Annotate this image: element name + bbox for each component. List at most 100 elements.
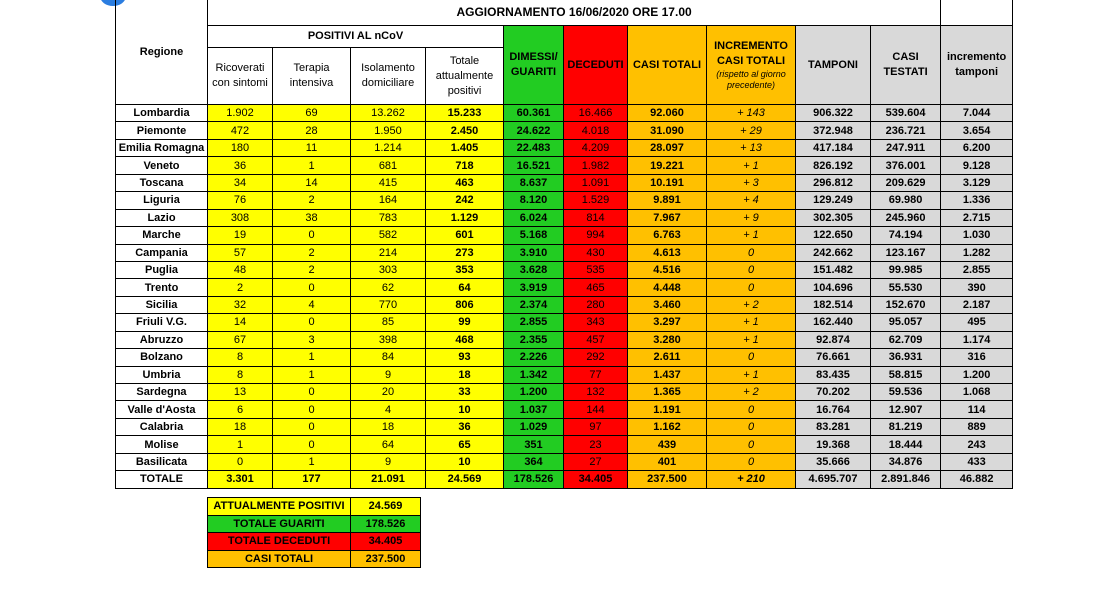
cell: 0: [207, 452, 273, 472]
cell: 34.876: [869, 452, 942, 472]
cell: 242: [425, 191, 504, 210]
cell: 273: [425, 243, 504, 262]
cell: 1: [272, 348, 351, 367]
cell: + 9: [706, 208, 796, 228]
cell: 3.297: [627, 313, 707, 332]
cell: 23: [563, 435, 628, 454]
total-cell: + 210: [706, 470, 796, 489]
cell: 10.191: [627, 173, 707, 193]
cell: 2.450: [425, 121, 504, 140]
cell: 64: [425, 278, 504, 297]
region-name: Veneto: [115, 156, 208, 175]
region-name: Marche: [115, 226, 208, 245]
cell: 2.187: [940, 295, 1014, 315]
total-cell: 21.091: [350, 470, 426, 489]
cell: 539.604: [869, 103, 942, 123]
cell: 3.919: [503, 278, 564, 297]
header-blank: [940, 0, 1014, 26]
cell: 6.200: [940, 138, 1014, 158]
cell: 3: [272, 330, 351, 350]
cell: 0: [272, 382, 351, 402]
cell: 6.763: [627, 226, 707, 245]
table-row: Campania 57 2 214 273 3.910 430 4.613 0 242.662 12…: [115, 243, 1014, 262]
region-name: Lazio: [115, 208, 208, 228]
cell: 62: [350, 278, 426, 297]
header-cell: CASI TOTALI: [627, 25, 707, 105]
table-row: Veneto 36 1 681 718 16.521 1.982 19.221 + 1 826.1…: [115, 156, 1014, 175]
cell: 65: [425, 435, 504, 454]
cell: 16.764: [795, 400, 871, 419]
cell: 152.670: [869, 295, 942, 315]
cell: 495: [940, 313, 1014, 332]
table-row: Emilia Romagna 180 11 1.214 1.405 22.483 4.209…: [115, 138, 1014, 158]
cell: 9: [350, 452, 426, 472]
cell: 681: [350, 156, 426, 175]
cell: 18: [207, 417, 273, 437]
cell: 214: [350, 243, 426, 262]
cell: 2.226: [503, 348, 564, 367]
cell: + 29: [706, 121, 796, 140]
cell: 144: [563, 400, 628, 419]
cell: 13.262: [350, 103, 426, 123]
cell: 308: [207, 208, 273, 228]
cell: 0: [706, 348, 796, 367]
cell: 12.907: [869, 400, 942, 419]
cell: 55.530: [869, 278, 942, 297]
cell: + 2: [706, 382, 796, 402]
cell: 2.715: [940, 208, 1014, 228]
cell: 8.120: [503, 191, 564, 210]
summary-value: 178.526: [350, 514, 421, 533]
cell: 433: [940, 452, 1014, 472]
cell: 33: [425, 382, 504, 402]
summary-label: TOTALE DECEDUTI: [207, 532, 351, 551]
cell: 0: [706, 417, 796, 437]
region-name: Abruzzo: [115, 330, 208, 350]
cell: 2.355: [503, 330, 564, 350]
cell: 242.662: [795, 243, 871, 262]
table-row: Puglia 48 2 303 353 3.628 535 4.516 0 151.482 99.9…: [115, 260, 1014, 280]
cell: 59.536: [869, 382, 942, 402]
cell: 162.440: [795, 313, 871, 332]
region-name: Piemonte: [115, 121, 208, 140]
cell: 20: [350, 382, 426, 402]
cell: 67: [207, 330, 273, 350]
table-row: Basilicata 0 1 9 10 364 27 401 0 35.666 34.876 433: [115, 452, 1014, 472]
cell: 1.214: [350, 138, 426, 158]
cell: 302.305: [795, 208, 871, 228]
region-name: Bolzano: [115, 348, 208, 367]
header-cell: Terapia intensiva: [272, 47, 351, 105]
cell: 74.194: [869, 226, 942, 245]
summary-value: 237.500: [350, 549, 421, 568]
cell: 582: [350, 226, 426, 245]
cell: 69: [272, 103, 351, 123]
cell: 463: [425, 173, 504, 193]
cell: 99: [425, 313, 504, 332]
cell: 64: [350, 435, 426, 454]
cell: + 1: [706, 156, 796, 175]
cell: 3.628: [503, 260, 564, 280]
cell: 123.167: [869, 243, 942, 262]
table-row: Sardegna 13 0 20 33 1.200 132 1.365 + 2 70.202 59.…: [115, 382, 1014, 402]
cell: 0: [706, 400, 796, 419]
cell: 122.650: [795, 226, 871, 245]
header-cell: incremento tamponi: [940, 25, 1014, 105]
cell: 18: [350, 417, 426, 437]
cell: 1.437: [627, 365, 707, 385]
table-row: Umbria 8 1 9 18 1.342 77 1.437 + 1 83.435 58.815 1.…: [115, 365, 1014, 385]
cell: 129.249: [795, 191, 871, 210]
cell: 2.611: [627, 348, 707, 367]
cell: 0: [272, 417, 351, 437]
cell: 31.090: [627, 121, 707, 140]
cell: 1.029: [503, 417, 564, 437]
total-cell: 24.569: [425, 470, 504, 489]
cell: 95.057: [869, 313, 942, 332]
region-name: Emilia Romagna: [115, 138, 208, 158]
cell: 814: [563, 208, 628, 228]
cell: 1.365: [627, 382, 707, 402]
table-row: Lombardia 1.902 69 13.262 15.233 60.361 16.466…: [115, 103, 1014, 123]
cell: 114: [940, 400, 1014, 419]
cell: 316: [940, 348, 1014, 367]
cell: 364: [503, 452, 564, 472]
cell: 4.448: [627, 278, 707, 297]
cell: 1.405: [425, 138, 504, 158]
